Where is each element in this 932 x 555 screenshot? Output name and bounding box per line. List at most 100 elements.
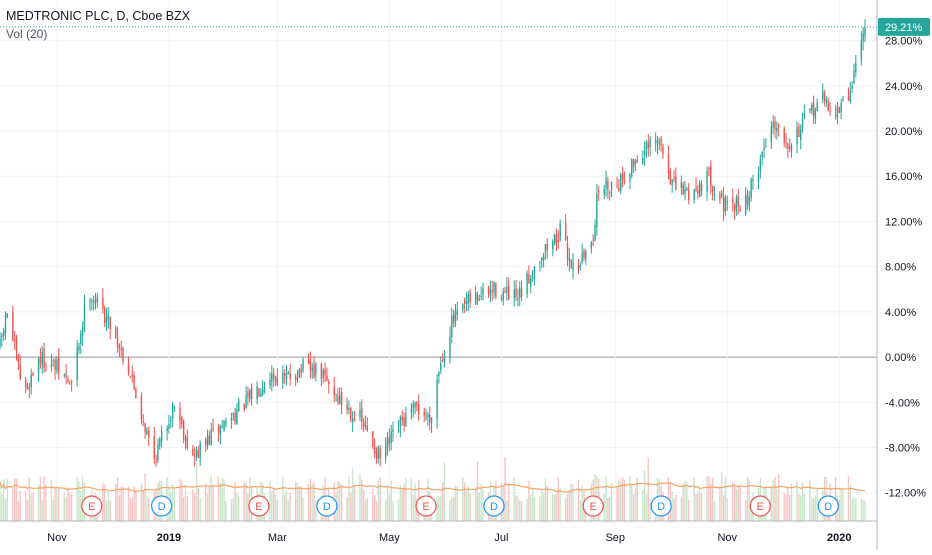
volume-bar — [298, 486, 301, 521]
candle-body — [197, 450, 200, 458]
candle-body — [78, 346, 80, 351]
candle — [579, 261, 582, 271]
candle-body — [50, 363, 53, 367]
candle — [379, 445, 381, 467]
candle — [770, 121, 773, 150]
candle-body — [605, 178, 607, 189]
event-marker-letter: D — [158, 501, 166, 513]
event-marker-letter: D — [657, 501, 665, 513]
candle-body — [186, 436, 189, 449]
candle — [836, 102, 839, 125]
volume-bar — [564, 497, 567, 521]
candle-body — [763, 147, 765, 151]
volume-bar — [462, 477, 464, 521]
candle — [76, 340, 78, 387]
candle-body — [258, 388, 260, 396]
candle — [465, 291, 468, 312]
candle — [482, 282, 484, 301]
volume-bar — [513, 477, 515, 521]
candle — [2, 327, 5, 341]
candle — [590, 241, 593, 254]
candle-body — [414, 402, 416, 408]
candle — [430, 417, 433, 434]
candle-body — [283, 373, 286, 376]
candle-body — [28, 386, 31, 389]
candle-body — [463, 300, 466, 305]
candle — [56, 355, 58, 375]
candle — [636, 155, 638, 164]
volume-bar — [438, 495, 440, 521]
candle — [515, 279, 517, 301]
earnings-marker[interactable]: E — [582, 495, 604, 517]
earnings-marker[interactable]: E — [749, 495, 771, 517]
dividend-marker[interactable]: D — [817, 495, 839, 517]
volume-bar — [777, 474, 780, 521]
candle — [186, 429, 189, 451]
candle-body — [853, 70, 855, 84]
volume-bar — [223, 479, 225, 521]
candle-body — [107, 313, 110, 320]
candle — [462, 303, 464, 314]
candle — [311, 362, 313, 379]
candle — [32, 372, 34, 377]
volume-bar — [559, 487, 561, 521]
candle-body — [515, 287, 517, 298]
earnings-marker[interactable]: E — [81, 495, 103, 517]
candle — [491, 281, 493, 302]
candle-body — [609, 192, 611, 194]
candle — [596, 184, 598, 236]
candle — [350, 406, 352, 423]
candle — [667, 145, 670, 180]
volume-bar — [693, 477, 695, 521]
volume-bar — [377, 478, 380, 521]
x-tick-label: 2019 — [157, 532, 181, 544]
volume-bar — [311, 483, 313, 521]
candle — [722, 187, 725, 221]
candle-body — [25, 380, 27, 388]
dividend-marker[interactable]: D — [650, 495, 672, 517]
earnings-marker[interactable]: E — [248, 495, 270, 517]
dividend-marker[interactable]: D — [483, 495, 505, 517]
candle-body — [166, 428, 168, 432]
candle-body — [26, 386, 29, 389]
earnings-marker[interactable]: E — [415, 495, 437, 517]
volume-bar — [127, 486, 130, 521]
dividend-marker[interactable]: D — [316, 495, 338, 517]
candle — [686, 186, 688, 192]
candle-body — [315, 363, 317, 376]
candle-body — [770, 126, 773, 144]
candle-body — [103, 307, 106, 323]
candle-body — [105, 317, 108, 323]
candle — [706, 166, 708, 201]
chart-title: MEDTRONIC PLC, D, Cboe BZX — [6, 9, 191, 23]
volume-bar — [632, 494, 635, 521]
candle — [862, 26, 864, 51]
candle-body — [430, 417, 433, 424]
volume-bar — [366, 498, 369, 521]
dividend-marker[interactable]: D — [151, 495, 173, 517]
candle — [594, 219, 596, 242]
candle-body — [230, 417, 233, 421]
volume-bar — [684, 480, 686, 521]
candle — [263, 381, 266, 394]
volume-bar — [526, 499, 528, 521]
candle — [851, 81, 853, 93]
volume-bar — [610, 483, 613, 521]
volume-bar — [122, 486, 124, 521]
volume-indicator-label[interactable]: Vol (20) — [6, 27, 48, 41]
candle-body — [184, 438, 187, 441]
volume-bar — [410, 478, 413, 521]
candle-body — [410, 408, 413, 413]
candle-body — [339, 394, 341, 404]
volume-bar — [776, 488, 778, 521]
volume-bar — [346, 496, 348, 521]
candle-body — [864, 26, 866, 37]
candle — [763, 138, 765, 159]
candle-body — [153, 436, 155, 459]
candle-body — [495, 283, 497, 297]
volume-bar — [798, 493, 800, 521]
candle — [855, 55, 857, 78]
